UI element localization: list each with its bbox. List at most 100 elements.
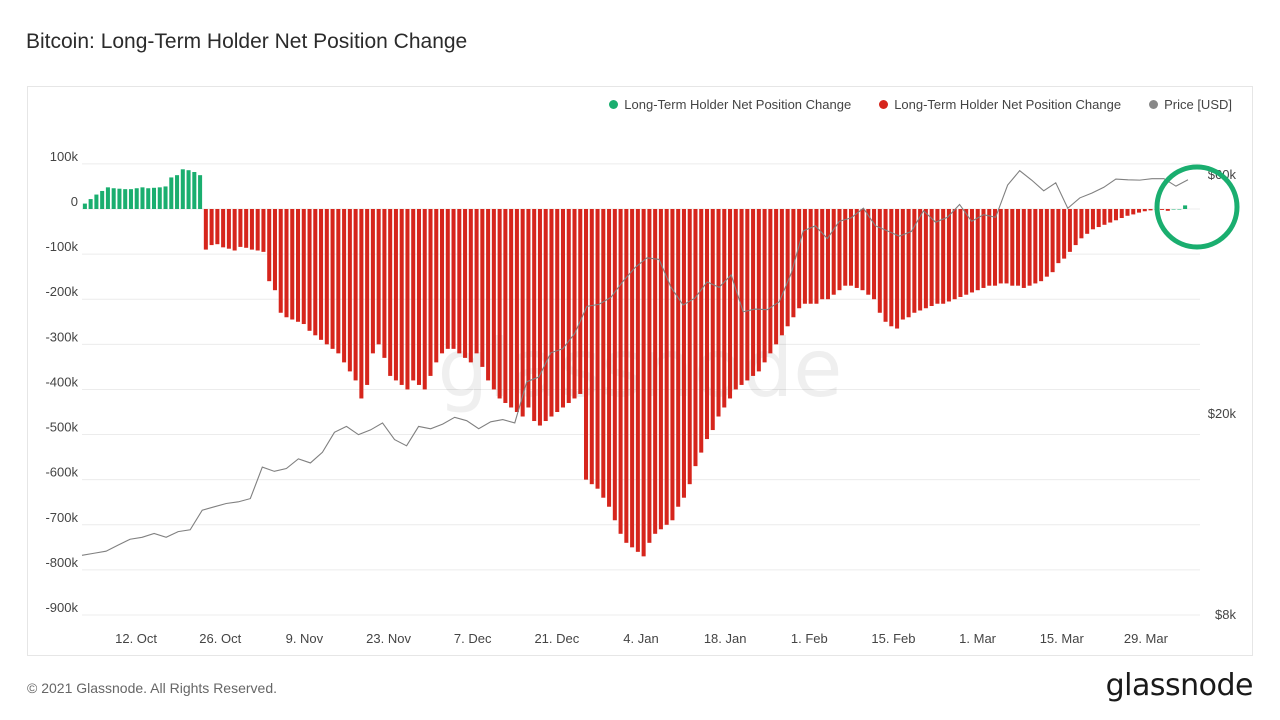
bar	[630, 209, 635, 548]
bar	[209, 209, 214, 246]
bar	[1085, 209, 1090, 234]
bar	[353, 209, 358, 381]
x-tick-label: 15. Mar	[1040, 631, 1085, 646]
bar	[267, 209, 272, 282]
bar	[681, 209, 686, 498]
y-tick-label: -600k	[45, 465, 78, 480]
y-tick-label: -800k	[45, 555, 78, 570]
bar	[215, 209, 220, 245]
bar	[728, 209, 733, 399]
legend-item-lth-negative[interactable]: Long-Term Holder Net Position Change	[879, 97, 1121, 112]
bar	[1027, 209, 1032, 286]
bar	[992, 209, 998, 286]
bar	[1102, 209, 1107, 225]
bar	[503, 209, 508, 403]
y-axis-right: $60k$20k$8k	[1208, 167, 1237, 622]
bar	[272, 209, 277, 291]
bar	[1160, 209, 1165, 210]
legend-dot-price	[1149, 100, 1159, 109]
bar	[157, 187, 162, 209]
bar	[463, 209, 468, 358]
bar	[532, 209, 537, 422]
bar	[889, 209, 894, 327]
legend-item-price[interactable]: Price [USD]	[1149, 97, 1232, 112]
bar	[791, 209, 796, 318]
bar	[641, 209, 646, 557]
bar	[255, 209, 260, 251]
bar	[883, 209, 888, 322]
bar	[1050, 209, 1055, 273]
bar	[105, 187, 110, 209]
bar	[151, 187, 157, 209]
x-tick-label: 12. Oct	[115, 631, 157, 646]
legend-dot-positive	[609, 100, 619, 109]
bar	[440, 209, 445, 354]
bar	[88, 199, 93, 209]
x-tick-label: 9. Nov	[286, 631, 324, 646]
bar	[900, 209, 905, 320]
bar	[595, 209, 600, 489]
bar	[1079, 209, 1084, 239]
bar	[843, 209, 848, 286]
bar	[111, 188, 116, 209]
bar	[359, 209, 364, 399]
bar	[785, 209, 790, 327]
bar	[1165, 209, 1170, 211]
bar	[555, 209, 560, 412]
bar	[814, 209, 819, 304]
y-tick-label: -700k	[45, 510, 78, 525]
bar	[981, 209, 986, 288]
bar	[1142, 209, 1147, 212]
bar	[347, 209, 352, 372]
bar	[779, 209, 784, 336]
bar	[664, 209, 669, 525]
bar	[808, 209, 813, 304]
highlight-group	[1154, 164, 1240, 250]
bar	[912, 209, 917, 313]
bar	[607, 209, 612, 507]
bar	[203, 209, 208, 250]
x-tick-label: 21. Dec	[534, 631, 579, 646]
x-tick-label: 7. Dec	[454, 631, 492, 646]
bar	[123, 189, 128, 209]
bar	[699, 209, 704, 453]
bar	[946, 209, 951, 302]
bar	[624, 209, 629, 543]
y-right-tick-label: $20k	[1208, 406, 1237, 421]
x-tick-label: 18. Jan	[704, 631, 747, 646]
bar	[969, 209, 974, 293]
bar	[687, 209, 692, 485]
bar	[1016, 209, 1021, 286]
bar	[416, 209, 421, 385]
legend-item-lth-positive[interactable]: Long-Term Holder Net Position Change	[609, 97, 851, 112]
bar	[226, 209, 231, 249]
bar	[1131, 209, 1136, 215]
bar	[1090, 209, 1095, 230]
bar	[445, 209, 450, 349]
bar	[244, 209, 249, 248]
y-tick-label: -500k	[45, 420, 78, 435]
chart-panel	[27, 86, 1253, 656]
bar	[278, 209, 283, 313]
bar	[722, 209, 727, 408]
bar	[860, 209, 865, 291]
bar	[468, 209, 473, 363]
bar	[313, 209, 318, 336]
bar	[935, 209, 940, 304]
bar	[94, 194, 99, 209]
bar	[342, 209, 347, 363]
chart-title: Bitcoin: Long-Term Holder Net Position C…	[26, 30, 468, 53]
bar	[497, 209, 502, 399]
bar	[1033, 209, 1038, 284]
bar	[1125, 209, 1130, 216]
bar	[307, 209, 312, 331]
bar	[872, 209, 877, 300]
bar	[457, 209, 462, 354]
bar	[710, 209, 715, 431]
y-tick-label: 0	[71, 194, 78, 209]
y-axis-left: 100k 0 -100k -200k -300k -400k -500k -600k -700k…	[45, 149, 78, 615]
bar	[526, 209, 531, 408]
bar	[756, 209, 761, 372]
bar	[774, 209, 779, 345]
bar	[958, 209, 963, 297]
